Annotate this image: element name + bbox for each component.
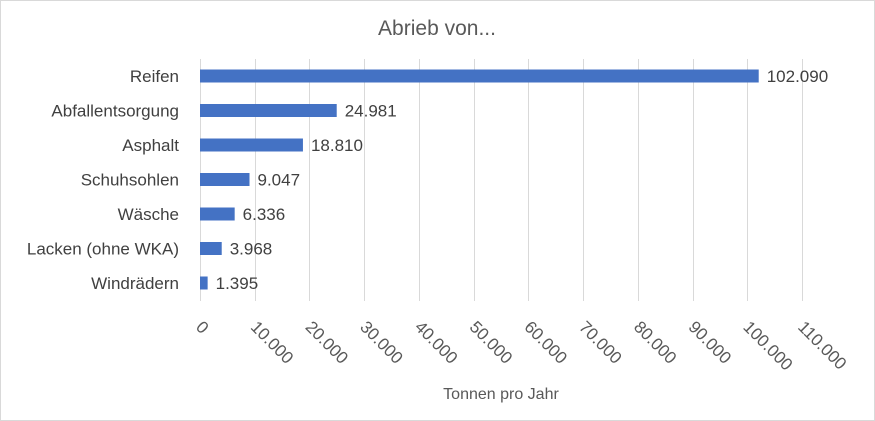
x-tick-label: 60.000 [521,317,571,367]
chart-title: Abrieb von... [378,17,496,40]
x-tick-label: 90.000 [685,317,735,367]
bars [200,69,759,290]
data-label: 24.981 [345,102,397,121]
data-label: 6.336 [243,205,286,224]
category-label: Reifen [130,67,179,86]
bar [200,276,208,290]
data-label: 102.090 [767,67,828,86]
x-tick-label: 30.000 [356,317,406,367]
category-label: Schuhsohlen [81,171,179,190]
category-label: Abfallentsorgung [51,102,179,121]
bar [200,242,222,255]
bar [200,138,303,152]
x-tick-label: 80.000 [630,317,680,367]
x-tick-label: 20.000 [302,317,352,367]
x-tick-label: 40.000 [411,317,461,367]
bar [200,173,250,186]
data-label: 3.968 [230,240,273,259]
bar [200,207,235,221]
data-label: 18.810 [311,136,363,155]
category-label: Asphalt [122,136,179,155]
x-tick-label: 0 [192,317,212,337]
category-label: Wäsche [118,205,179,224]
bar [200,104,337,117]
category-label: Windrädern [91,274,179,293]
x-tick-label: 100.000 [739,317,796,374]
category-label: Lacken (ohne WKA) [27,240,179,259]
category-labels: Reifen Abfallentsorgung Asphalt Schuhsohlen… [27,67,179,293]
data-label: 1.395 [216,274,259,293]
x-tick-label: 70.000 [575,317,625,367]
data-label: 9.047 [258,171,301,190]
gridlines [200,59,803,301]
x-tick-label: 110.000 [794,317,850,373]
bar [200,69,759,83]
x-tick-label: 50.000 [466,317,516,367]
x-axis-title: Tonnen pro Jahr [443,386,559,403]
x-axis-ticks: 0 10.000 20.000 30.000 40.000 50.000 60.000 70.… [192,317,850,374]
x-tick-label: 10.000 [247,317,297,367]
data-labels: 102.090 24.981 18.810 9.047 6.336 3.968 1.395 [216,67,829,293]
